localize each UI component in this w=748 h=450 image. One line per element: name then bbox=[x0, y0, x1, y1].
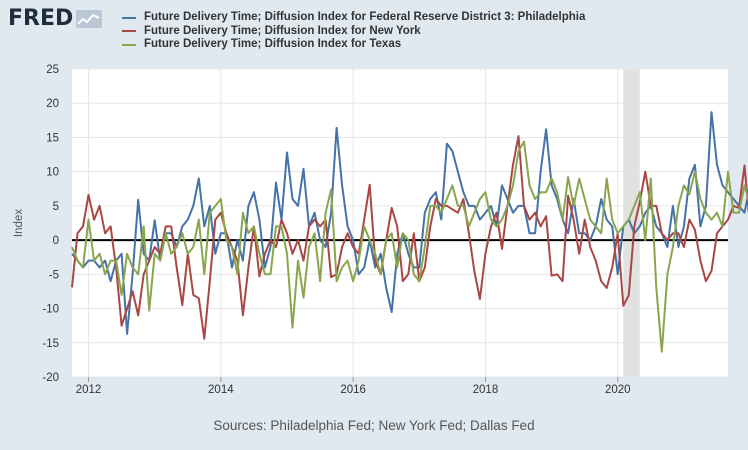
y-axis-ticks: -20 -15 -10 -5 0 5 10 15 20 25 bbox=[42, 64, 59, 384]
legend-label-new-york: Future Delivery Time; Diffusion Index fo… bbox=[144, 24, 421, 37]
legend-swatch-philadelphia bbox=[122, 16, 136, 19]
series-line-new-york[interactable] bbox=[71, 123, 748, 340]
chart-legend: Future Delivery Time; Diffusion Index fo… bbox=[122, 11, 585, 52]
y-tick-label: 5 bbox=[53, 201, 59, 213]
fred-logo[interactable]: FRED bbox=[8, 6, 103, 31]
legend-entry-texas[interactable]: Future Delivery Time; Diffusion Index fo… bbox=[122, 38, 585, 52]
legend-entry-new-york[interactable]: Future Delivery Time; Diffusion Index fo… bbox=[122, 25, 585, 39]
y-tick-label: 10 bbox=[46, 167, 59, 179]
legend-entry-philadelphia[interactable]: Future Delivery Time; Diffusion Index fo… bbox=[122, 11, 585, 25]
y-tick-label: 0 bbox=[53, 235, 59, 247]
source-note: Sources: Philadelphia Fed; New York Fed;… bbox=[213, 418, 535, 433]
legend-swatch-texas bbox=[122, 43, 136, 46]
x-tick-label: 2016 bbox=[340, 384, 366, 396]
series-line-texas[interactable] bbox=[71, 140, 748, 353]
chart-trend-icon bbox=[76, 9, 103, 28]
y-tick-label: 20 bbox=[46, 98, 59, 110]
grid-lines bbox=[72, 68, 728, 378]
x-tick-label: 2012 bbox=[76, 384, 102, 396]
y-tick-label: -5 bbox=[49, 269, 59, 281]
x-tick-label: 2014 bbox=[208, 384, 234, 396]
y-axis-label: Index bbox=[13, 209, 25, 237]
y-tick-label: -10 bbox=[42, 304, 59, 316]
y-tick-label: -15 bbox=[42, 338, 59, 350]
x-axis-ticks: 2012 2014 2016 2018 2020 bbox=[76, 377, 631, 396]
recession-band-0 bbox=[623, 69, 640, 377]
x-tick-label: 2020 bbox=[605, 384, 631, 396]
legend-label-philadelphia: Future Delivery Time; Diffusion Index fo… bbox=[144, 11, 586, 23]
legend-label-texas: Future Delivery Time; Diffusion Index fo… bbox=[144, 38, 402, 50]
y-tick-label: -20 bbox=[42, 372, 59, 384]
y-tick-label: 15 bbox=[46, 132, 59, 144]
legend-swatch-new-york bbox=[122, 30, 136, 33]
x-tick-label: 2018 bbox=[473, 384, 499, 396]
recession-shading-layer bbox=[623, 69, 640, 377]
series-line-philadelphia[interactable] bbox=[71, 98, 748, 335]
plot-area bbox=[72, 69, 728, 377]
series-layer bbox=[71, 98, 748, 353]
fred-logo-text: FRED bbox=[8, 6, 74, 31]
y-tick-label: 25 bbox=[46, 64, 59, 76]
